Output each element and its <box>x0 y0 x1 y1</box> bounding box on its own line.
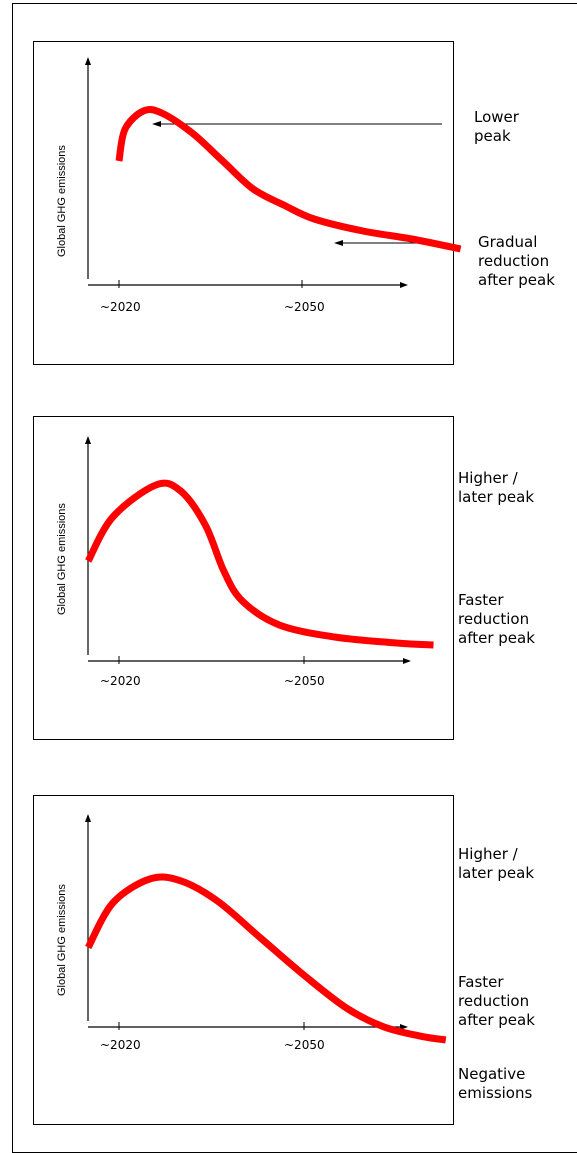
annotation-faster-reduction: Faster reduction after peak <box>458 973 535 1029</box>
chart-svg <box>85 436 434 664</box>
emissions-curve <box>85 873 447 1044</box>
pointer-arrowhead-lower-peak <box>152 121 161 127</box>
annotation-higher-later-peak: Higher / later peak <box>458 845 535 882</box>
annotation-gradual-reduction: Gradual reduction after peak <box>478 233 555 289</box>
chart-svg <box>85 814 447 1044</box>
x-tick-label-2020: ~2020 <box>100 674 141 688</box>
chart-panel-lower-peak: Global GHG emissions ~2020 ~2050 <box>33 41 462 365</box>
y-axis-arrowhead <box>85 57 91 65</box>
x-axis-arrowhead <box>400 1024 408 1030</box>
x-tick-label-2020: ~2020 <box>100 1038 141 1052</box>
y-axis-label: Global GHG emissions <box>56 884 68 996</box>
y-axis-label: Global GHG emissions <box>56 503 68 615</box>
x-tick-label-2020: ~2020 <box>100 300 141 314</box>
y-axis-arrowhead <box>85 436 91 444</box>
annotation-negative-emissions: Negative emissions <box>458 1065 533 1102</box>
chart-svg <box>85 57 462 288</box>
x-tick-label-2050: ~2050 <box>284 300 325 314</box>
chart-panel-faster-reduction: Global GHG emissions ~2020 ~2050 <box>33 416 454 740</box>
emissions-curve <box>115 105 462 253</box>
pointer-arrowhead-gradual-reduction <box>334 240 343 246</box>
chart-panel-negative-emissions: Global GHG emissions ~2020 ~2050 <box>33 795 454 1125</box>
emissions-curve <box>85 479 434 649</box>
annotation-lower-peak: Lower peak <box>474 108 519 145</box>
annotation-faster-reduction: Faster reduction after peak <box>458 591 535 647</box>
x-axis-arrowhead <box>403 658 411 664</box>
y-axis-arrowhead <box>85 814 91 822</box>
annotation-higher-later-peak: Higher / later peak <box>458 469 535 506</box>
y-axis-label: Global GHG emissions <box>56 145 68 257</box>
x-tick-label-2050: ~2050 <box>284 1038 325 1052</box>
x-tick-label-2050: ~2050 <box>284 674 325 688</box>
x-axis-arrowhead <box>400 282 408 288</box>
